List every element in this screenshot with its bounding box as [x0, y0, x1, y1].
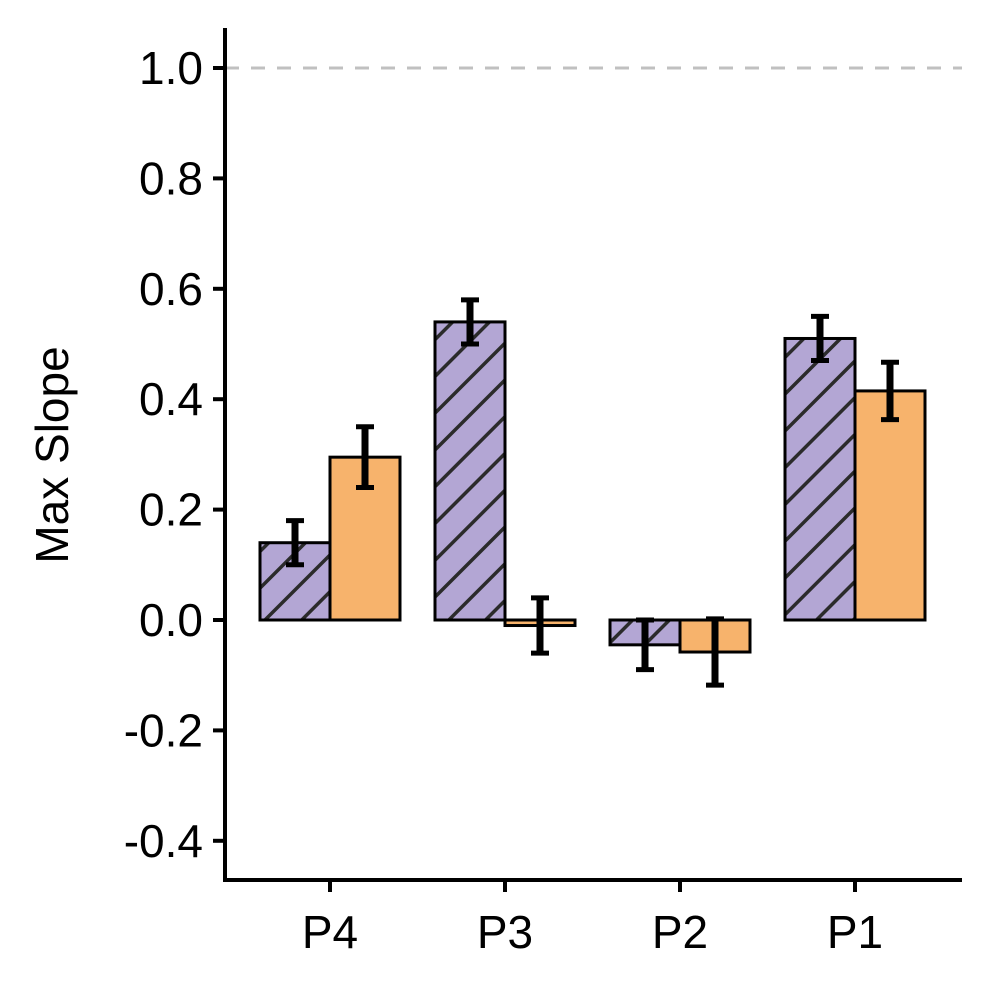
y-tick-label: 0.8 — [139, 152, 203, 204]
bar-p1-series2 — [853, 389, 927, 622]
y-tick-label: 0.0 — [139, 594, 203, 646]
y-tick-label: -0.4 — [124, 815, 203, 867]
y-tick-label: 1.0 — [139, 42, 203, 94]
y-tick-label: 0.2 — [139, 484, 203, 536]
x-tick-label-p1: P1 — [827, 906, 883, 958]
x-tick-label-p4: P4 — [302, 906, 358, 958]
y-tick-label: 0.6 — [139, 263, 203, 315]
x-tick-label-p3: P3 — [477, 906, 533, 958]
bar-p1-series1 — [783, 336, 857, 622]
y-tick-label: -0.2 — [124, 704, 203, 756]
y-axis-title: Max Slope — [26, 346, 78, 563]
y-tick-label: 0.4 — [139, 373, 203, 425]
bar-p3-series1 — [433, 320, 507, 622]
x-tick-label-p2: P2 — [652, 906, 708, 958]
